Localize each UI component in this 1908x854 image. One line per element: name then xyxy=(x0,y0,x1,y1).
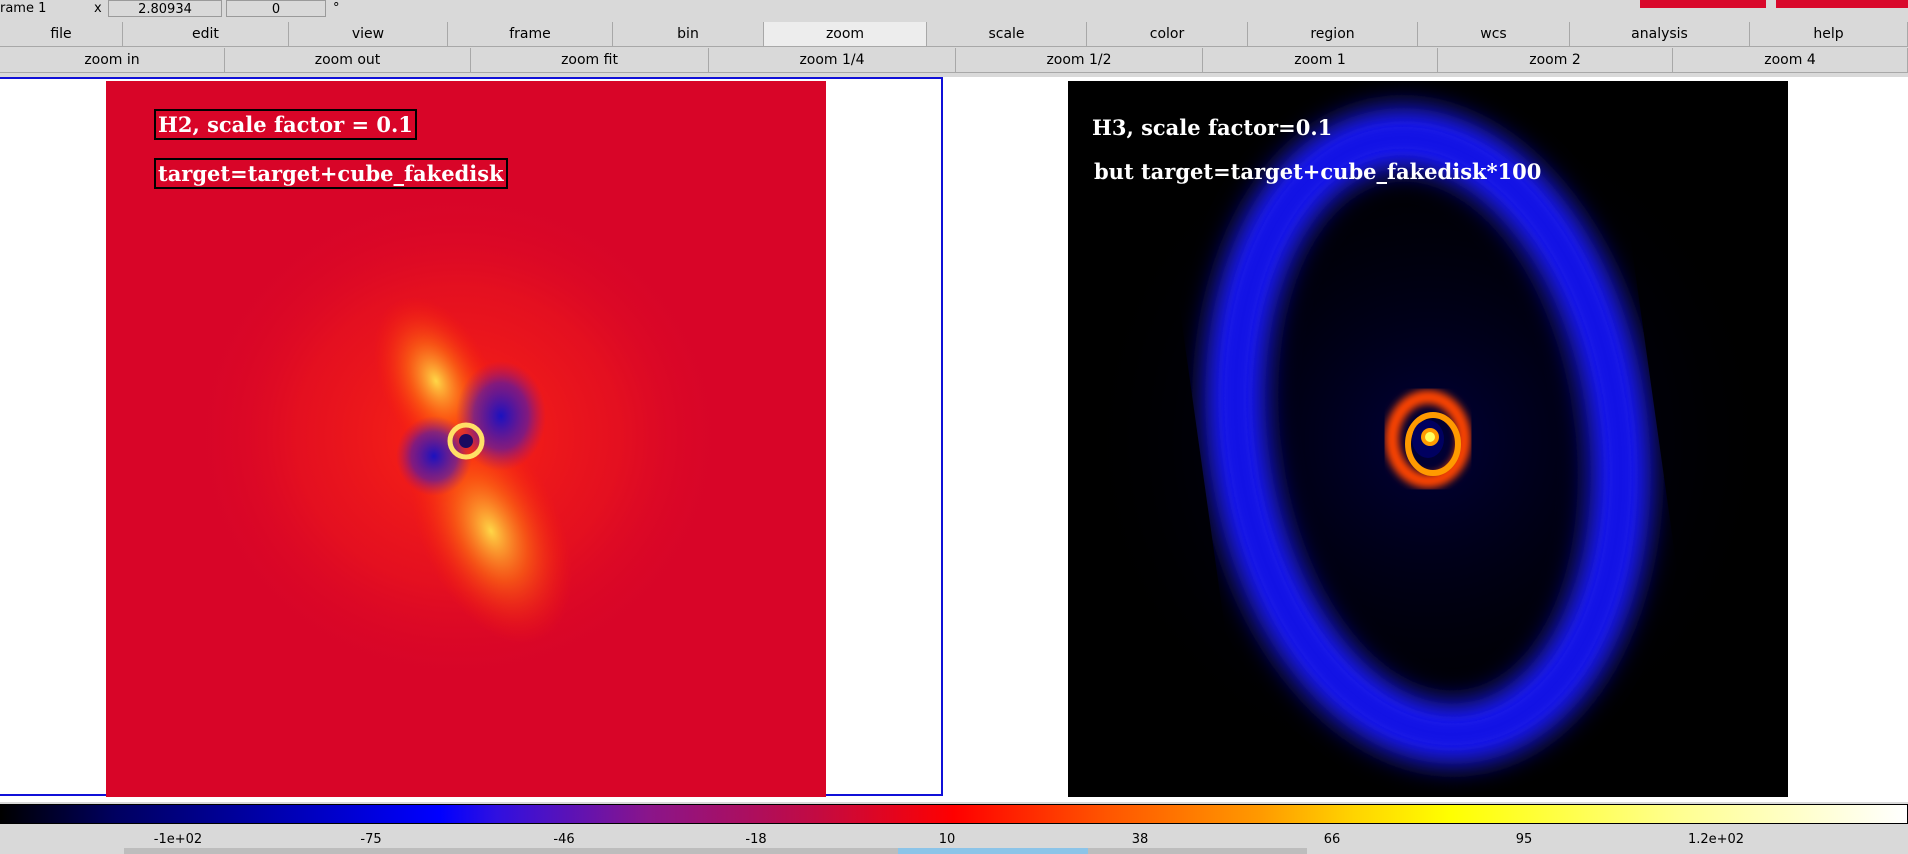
menu-view[interactable]: view xyxy=(289,22,448,47)
info-panel: rame 1 x 2.80934 0 ° xyxy=(0,0,1908,20)
menu-color[interactable]: color xyxy=(1087,22,1248,47)
frame-2-subtitle-label[interactable]: but target=target+cube_fakedisk*100 xyxy=(1094,159,1542,184)
colorbar-tick-label: -18 xyxy=(745,832,767,847)
colorbar-tick-label: 66 xyxy=(1323,832,1341,847)
zoom-1-button[interactable]: zoom 1 xyxy=(1203,48,1438,73)
colorbar-tick-label: -46 xyxy=(553,832,575,847)
colorbar-tick-label: 10 xyxy=(938,832,956,847)
zoom-button-bar: zoom in zoom out zoom fit zoom 1/4 zoom … xyxy=(0,48,1908,73)
colorbar-tick-label: 95 xyxy=(1515,832,1533,847)
menu-file[interactable]: file xyxy=(0,22,123,47)
menu-region[interactable]: region xyxy=(1248,22,1418,47)
status-button-1[interactable] xyxy=(1640,0,1766,8)
colorbar-tick-label: 38 xyxy=(1131,832,1149,847)
zoom-out-button[interactable]: zoom out xyxy=(225,48,471,73)
main-menu: file edit view frame bin zoom scale colo… xyxy=(0,22,1908,48)
frame-1-canvas xyxy=(188,186,728,686)
menu-wcs[interactable]: wcs xyxy=(1418,22,1570,47)
colorbar[interactable] xyxy=(0,804,1908,824)
zoom-in-button[interactable]: zoom in xyxy=(0,48,225,73)
zoom-2-button[interactable]: zoom 2 xyxy=(1438,48,1673,73)
degree-symbol: ° xyxy=(333,1,340,16)
colorbar-tick-label: -75 xyxy=(360,832,382,847)
frame-name: rame 1 xyxy=(0,1,47,16)
frame-2-title-label[interactable]: H3, scale factor=0.1 xyxy=(1092,115,1333,140)
menu-analysis[interactable]: analysis xyxy=(1570,22,1750,47)
menu-zoom[interactable]: zoom xyxy=(764,22,927,47)
menu-frame[interactable]: frame xyxy=(448,22,613,47)
zoom-quarter-button[interactable]: zoom 1/4 xyxy=(709,48,956,73)
image-display-area[interactable]: H2, scale factor = 0.1 target=target+cub… xyxy=(0,77,1908,802)
menu-edit[interactable]: edit xyxy=(123,22,289,47)
menu-help[interactable]: help xyxy=(1750,22,1908,47)
frame-1-subtitle-label[interactable]: target=target+cube_fakedisk xyxy=(154,158,508,189)
frame-2-image[interactable]: H3, scale factor=0.1 but target=target+c… xyxy=(1068,81,1788,797)
status-button-2[interactable] xyxy=(1776,0,1908,8)
angle-value-field[interactable]: 0 xyxy=(226,0,326,17)
zoom-fit-button[interactable]: zoom fit xyxy=(471,48,709,73)
horizontal-scrollbar[interactable] xyxy=(124,848,1307,854)
scrollbar-thumb[interactable] xyxy=(898,848,1088,854)
x-value-field[interactable]: 2.80934 xyxy=(108,0,222,17)
zoom-half-button[interactable]: zoom 1/2 xyxy=(956,48,1203,73)
x-label: x xyxy=(94,1,102,16)
menu-scale[interactable]: scale xyxy=(927,22,1087,47)
zoom-4-button[interactable]: zoom 4 xyxy=(1673,48,1908,73)
colorbar-tick-label: -1e+02 xyxy=(153,832,203,847)
menu-bin[interactable]: bin xyxy=(613,22,764,47)
frame-1-image[interactable]: H2, scale factor = 0.1 target=target+cub… xyxy=(106,81,826,797)
frame-1-title-label[interactable]: H2, scale factor = 0.1 xyxy=(154,109,417,140)
frame-2-canvas xyxy=(1073,86,1783,796)
colorbar-tick-label: 1.2e+02 xyxy=(1687,832,1745,847)
